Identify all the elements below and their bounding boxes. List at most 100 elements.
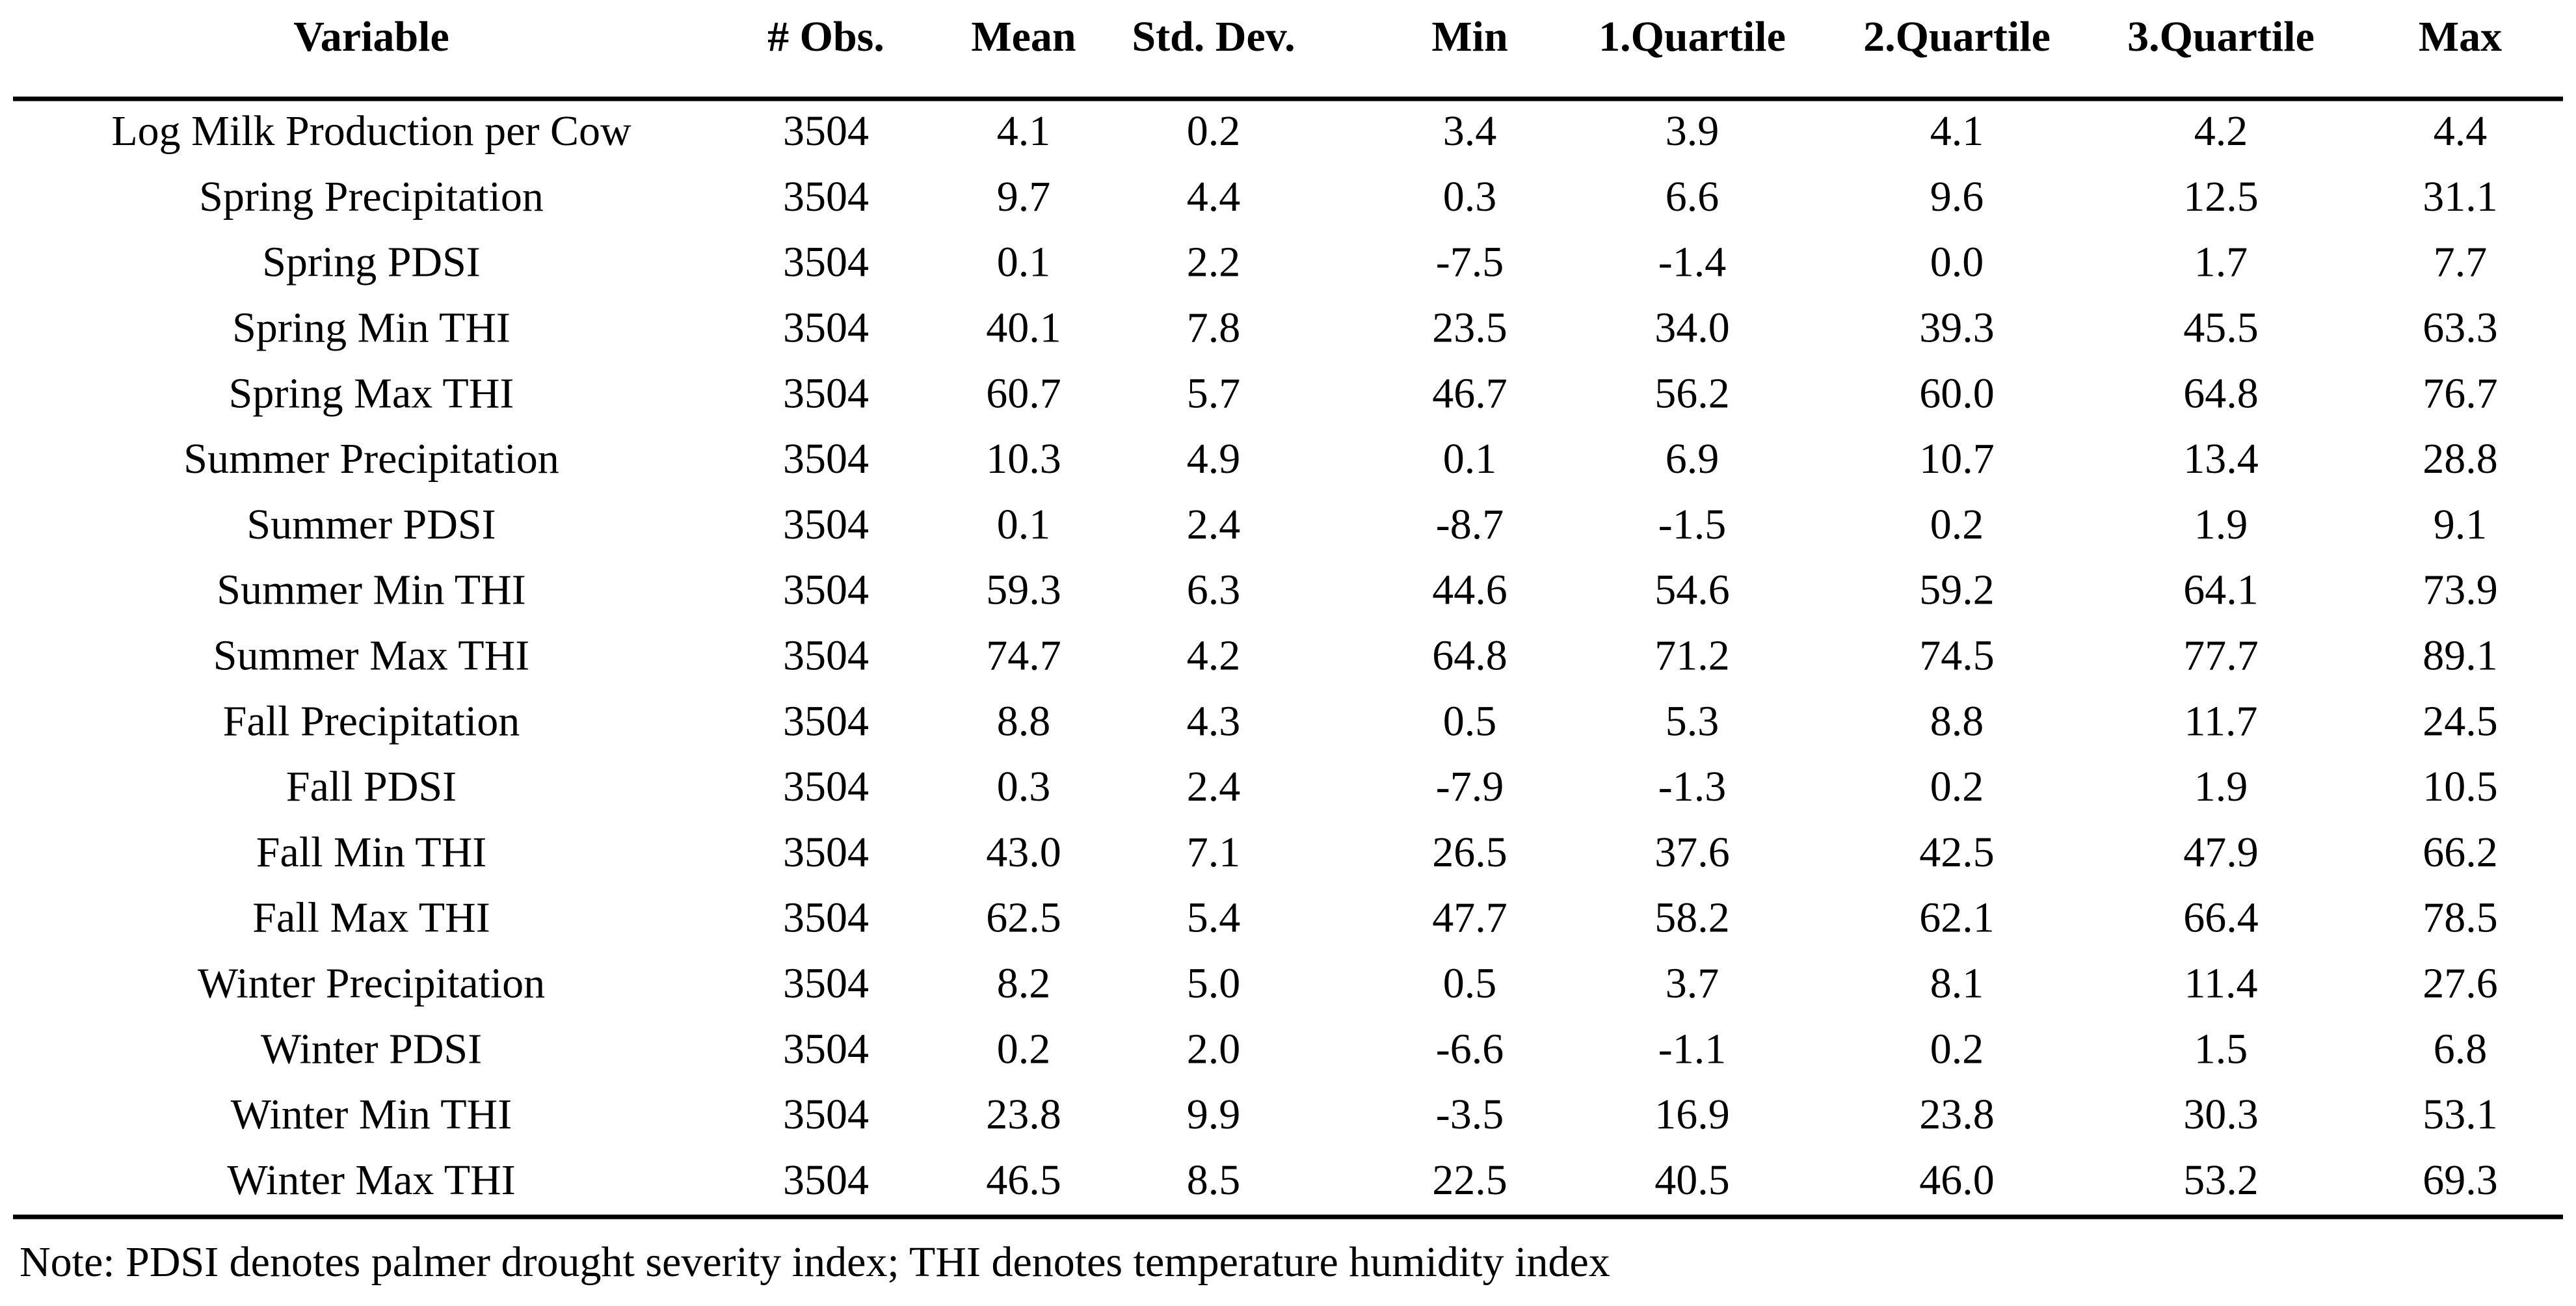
row-label: Winter PDSI [261, 1025, 482, 1073]
table-cell: 77.7 [2183, 632, 2259, 680]
row-label: Winter Precipitation [198, 960, 545, 1007]
table-cell: 2.0 [1187, 1025, 1241, 1073]
table-cell: 7.8 [1187, 304, 1241, 352]
row-label: Log Milk Production per Cow [111, 107, 631, 155]
table-cell: 3504 [783, 697, 869, 745]
table-cell: 2.4 [1187, 501, 1241, 548]
table-cell: 62.5 [986, 894, 1061, 942]
table-cell: 23.8 [1919, 1091, 1995, 1138]
table-cell: 10.5 [2423, 763, 2498, 810]
table-cell: 34.0 [1654, 304, 1730, 352]
table-cell: 1.9 [2194, 763, 2248, 810]
table-cell: 3504 [783, 1091, 869, 1138]
column-header: 2.Quartile [1863, 13, 2051, 60]
table-cell: -1.1 [1658, 1025, 1726, 1073]
table-cell: 59.2 [1919, 566, 1995, 614]
column-header: Variable [293, 13, 449, 60]
column-header: 3.Quartile [2127, 13, 2315, 60]
row-label: Spring PDSI [262, 239, 481, 286]
table-cell: 3504 [783, 894, 869, 942]
table-cell: 7.7 [2434, 239, 2488, 286]
row-label: Winter Min THI [231, 1091, 512, 1138]
table-cell: 0.0 [1930, 239, 1984, 286]
table-cell: 42.5 [1919, 829, 1995, 876]
table-cell: 3504 [783, 501, 869, 548]
table-cell: 7.1 [1187, 829, 1241, 876]
table-cell: 59.3 [986, 566, 1061, 614]
table-cell: 6.3 [1187, 566, 1241, 614]
table-cell: 0.1 [997, 501, 1051, 548]
table-cell: 3504 [783, 107, 869, 155]
table-cell: 3504 [783, 829, 869, 876]
table-cell: 3504 [783, 1025, 869, 1073]
table-cell: 5.3 [1666, 697, 1720, 745]
table-cell: 6.8 [2434, 1025, 2488, 1073]
table-cell: 23.5 [1432, 304, 1507, 352]
table-cell: 4.4 [1187, 173, 1241, 220]
table-cell: 40.1 [986, 304, 1061, 352]
table-cell: 3.7 [1666, 960, 1720, 1007]
table-cell: 9.7 [997, 173, 1051, 220]
table-cell: 64.8 [2183, 369, 2259, 417]
table-cell: 9.1 [2434, 501, 2488, 548]
column-header: Mean [971, 13, 1076, 60]
table-cell: 4.4 [2434, 107, 2488, 155]
table-cell: 76.7 [2423, 369, 2498, 417]
row-label: Spring Precipitation [199, 173, 544, 220]
row-label: Summer PDSI [246, 501, 496, 548]
table-cell: 8.2 [997, 960, 1051, 1007]
table-cell: 56.2 [1654, 369, 1730, 417]
table-cell: 0.2 [1930, 763, 1984, 810]
table-cell: 6.9 [1666, 435, 1720, 483]
table-cell: 62.1 [1919, 894, 1995, 942]
table-cell: 47.9 [2183, 829, 2259, 876]
table-cell: 5.0 [1187, 960, 1241, 1007]
table-cell: 44.6 [1432, 566, 1507, 614]
table-cell: 3.4 [1443, 107, 1497, 155]
table-cell: 0.2 [1930, 501, 1984, 548]
table-cell: 11.4 [2184, 960, 2257, 1007]
row-label: Fall Precipitation [223, 697, 520, 745]
row-label: Fall Max THI [252, 894, 490, 942]
table-cell: 8.1 [1930, 960, 1984, 1007]
table-cell: 0.5 [1443, 697, 1497, 745]
table-cell: 46.5 [986, 1156, 1061, 1204]
row-label: Winter Max THI [227, 1156, 515, 1204]
table-cell: 2.2 [1187, 239, 1241, 286]
row-label: Fall PDSI [286, 763, 457, 810]
table-cell: 12.5 [2183, 173, 2259, 220]
table-cell: 0.3 [997, 763, 1051, 810]
row-label: Spring Max THI [229, 369, 514, 417]
table-cell: 13.4 [2183, 435, 2259, 483]
table-cell: -7.5 [1436, 239, 1504, 286]
table-cell: -6.6 [1436, 1025, 1504, 1073]
table-note: Note: PDSI denotes palmer drought severi… [20, 1238, 1610, 1286]
column-header: Std. Dev. [1132, 13, 1295, 60]
table-cell: 39.3 [1919, 304, 1995, 352]
row-label: Summer Precipitation [183, 435, 559, 483]
table-cell: 3504 [783, 566, 869, 614]
table-cell: 0.3 [1443, 173, 1497, 220]
table-cell: 3504 [783, 173, 869, 220]
table-cell: 53.2 [2183, 1156, 2259, 1204]
table-cell: 27.6 [2423, 960, 2498, 1007]
table-cell: 60.7 [986, 369, 1061, 417]
table-cell: 40.5 [1654, 1156, 1730, 1204]
table-cell: 5.7 [1187, 369, 1241, 417]
table-cell: 66.2 [2423, 829, 2498, 876]
table-cell: 43.0 [986, 829, 1061, 876]
table-cell: 58.2 [1654, 894, 1730, 942]
table-cell: 1.9 [2194, 501, 2248, 548]
table-cell: -3.5 [1436, 1091, 1504, 1138]
table-cell: -1.3 [1658, 763, 1726, 810]
table-cell: 23.8 [986, 1091, 1061, 1138]
table-cell: 3504 [783, 763, 869, 810]
table-cell: 47.7 [1432, 894, 1507, 942]
table-cell: 4.2 [2194, 107, 2248, 155]
table-cell: -7.9 [1436, 763, 1504, 810]
table-cell: 11.7 [2184, 697, 2257, 745]
table-cell: 4.9 [1187, 435, 1241, 483]
